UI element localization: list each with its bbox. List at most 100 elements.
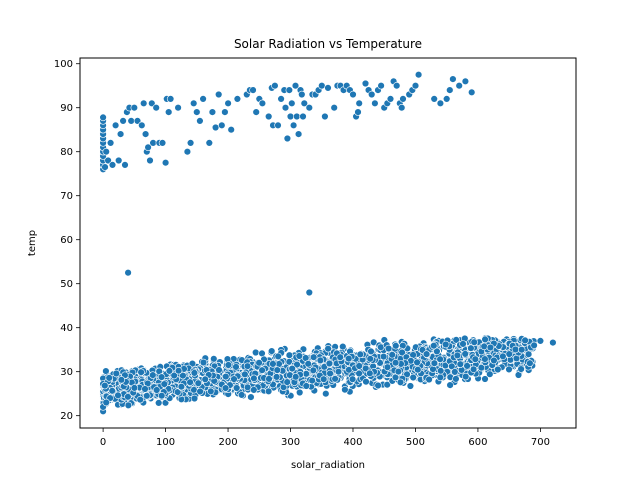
dense-point bbox=[258, 366, 266, 374]
data-point bbox=[121, 161, 129, 169]
data-point bbox=[233, 95, 242, 103]
dense-point bbox=[221, 384, 230, 392]
dense-point bbox=[190, 394, 199, 403]
data-point bbox=[300, 99, 308, 108]
dense-point bbox=[158, 392, 166, 400]
dense-point bbox=[430, 342, 438, 350]
dense-point bbox=[341, 386, 349, 394]
dense-point bbox=[210, 355, 218, 363]
dense-point bbox=[102, 398, 110, 407]
x-tick-label: 400 bbox=[343, 437, 362, 448]
dense-point bbox=[272, 373, 281, 381]
data-point bbox=[148, 99, 156, 108]
dense-point bbox=[453, 351, 462, 360]
dense-point bbox=[309, 366, 317, 374]
dense-point bbox=[494, 365, 502, 374]
data-point bbox=[298, 90, 306, 99]
data-point bbox=[468, 88, 476, 97]
dense-point bbox=[285, 358, 293, 366]
dense-point bbox=[392, 342, 400, 350]
dense-point bbox=[222, 372, 230, 381]
data-point bbox=[205, 139, 214, 147]
data-point bbox=[106, 139, 115, 147]
dense-point bbox=[285, 351, 294, 359]
dense-point bbox=[398, 348, 406, 357]
dense-point bbox=[336, 353, 344, 361]
dense-point bbox=[388, 351, 396, 359]
dense-point bbox=[461, 350, 469, 358]
dense-point bbox=[459, 340, 467, 348]
x-tick-label: 0 bbox=[100, 437, 106, 448]
data-point bbox=[133, 117, 142, 125]
data-point bbox=[294, 130, 303, 138]
dense-point bbox=[215, 366, 223, 374]
dense-point bbox=[403, 370, 411, 378]
chart-title: Solar Radiation vs Temperature bbox=[234, 37, 422, 51]
data-point bbox=[166, 95, 175, 103]
data-point bbox=[305, 103, 313, 112]
dense-point bbox=[117, 376, 126, 384]
dense-point bbox=[391, 373, 400, 382]
dense-point bbox=[383, 381, 391, 389]
data-point bbox=[305, 288, 313, 297]
y-tick-label: 60 bbox=[60, 235, 73, 246]
data-point bbox=[371, 99, 379, 108]
data-point bbox=[196, 117, 204, 125]
dense-point bbox=[362, 378, 370, 386]
x-tick-label: 700 bbox=[531, 437, 550, 448]
dense-point bbox=[241, 370, 249, 378]
dense-point bbox=[517, 365, 525, 373]
data-point bbox=[104, 156, 112, 165]
data-point bbox=[227, 125, 235, 134]
x-tick-label: 600 bbox=[468, 437, 487, 448]
dense-point bbox=[194, 379, 203, 387]
dense-point bbox=[406, 382, 415, 390]
dense-point bbox=[477, 364, 486, 372]
x-axis-ticks: 0 100 200 300 400 500 600 700 bbox=[100, 428, 550, 448]
dense-point bbox=[331, 375, 339, 383]
y-axis-label: temp bbox=[27, 230, 38, 256]
data-point bbox=[144, 143, 152, 152]
dense-point bbox=[396, 378, 405, 386]
dense-point bbox=[243, 383, 252, 391]
dense-point bbox=[137, 368, 145, 376]
data-point bbox=[414, 70, 423, 79]
dense-point bbox=[296, 388, 304, 397]
data-point bbox=[116, 130, 125, 138]
dense-point bbox=[345, 354, 353, 363]
dense-point bbox=[310, 353, 318, 361]
dense-point bbox=[199, 358, 208, 367]
dense-point bbox=[384, 344, 393, 353]
dense-point bbox=[463, 362, 471, 370]
data-point bbox=[124, 269, 132, 277]
dense-point bbox=[394, 367, 403, 376]
dense-point bbox=[102, 367, 110, 375]
dense-point bbox=[174, 388, 182, 396]
data-point bbox=[199, 95, 207, 103]
dense-point bbox=[288, 364, 296, 373]
dense-point bbox=[486, 343, 495, 352]
data-point bbox=[461, 77, 470, 86]
dense-point bbox=[470, 338, 478, 346]
dense-point bbox=[255, 359, 263, 367]
dense-point bbox=[486, 370, 494, 378]
dense-point bbox=[467, 344, 475, 352]
data-point bbox=[446, 86, 454, 94]
dense-point bbox=[295, 352, 303, 360]
dense-point bbox=[165, 367, 174, 375]
data-point bbox=[224, 99, 232, 108]
dense-point bbox=[136, 396, 144, 404]
data-point bbox=[183, 148, 192, 156]
dense-point bbox=[433, 347, 441, 356]
dense-point bbox=[155, 399, 163, 407]
data-point bbox=[443, 95, 451, 103]
dense-point bbox=[505, 365, 513, 374]
dense-point bbox=[469, 365, 478, 373]
dense-point bbox=[448, 362, 456, 370]
data-point bbox=[146, 156, 154, 165]
data-point bbox=[281, 103, 290, 112]
y-tick-label: 20 bbox=[60, 411, 73, 422]
dense-point bbox=[243, 362, 252, 370]
dense-point bbox=[292, 373, 300, 381]
